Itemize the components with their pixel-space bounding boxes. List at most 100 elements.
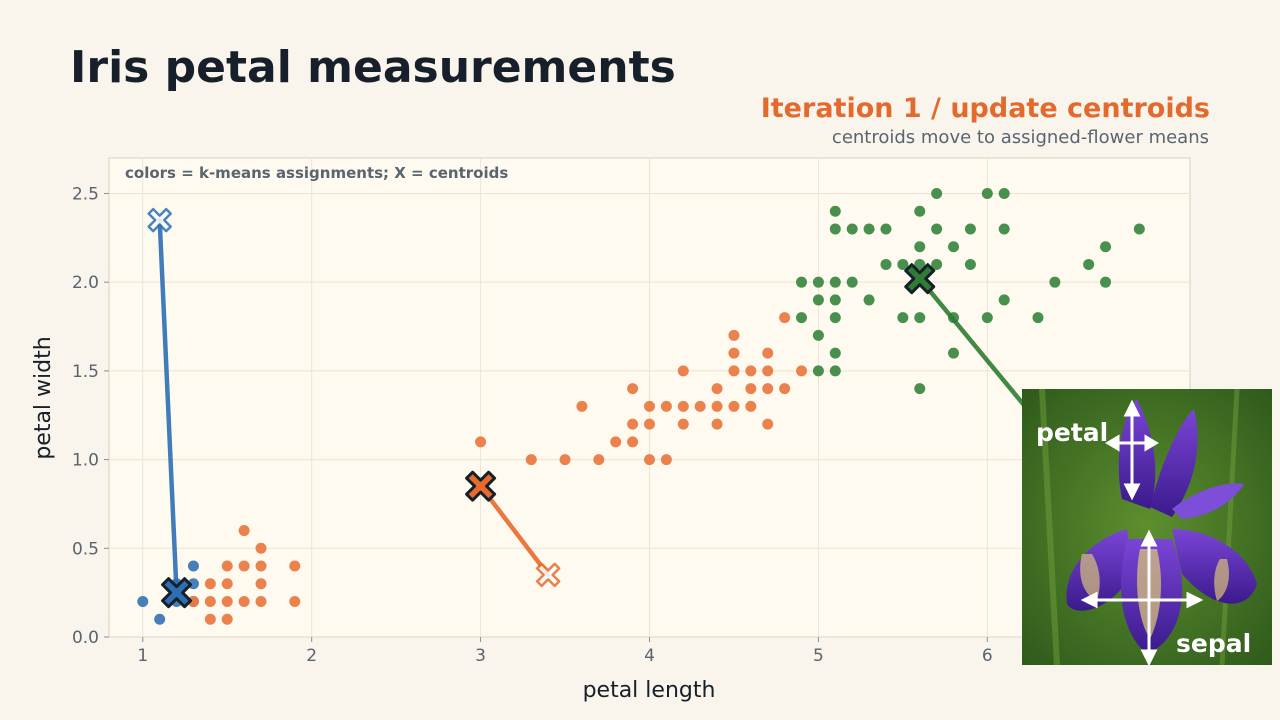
- orange-data-point: [728, 329, 740, 341]
- green-data-point: [829, 223, 841, 235]
- iris-photo-inset: petal sepal: [1022, 389, 1272, 665]
- orange-data-point: [627, 418, 639, 430]
- orange-data-point: [525, 454, 537, 466]
- x-tick-label: 6: [982, 646, 993, 666]
- orange-centroid-move-line: [478, 483, 551, 578]
- blue-data-point: [154, 613, 166, 625]
- green-data-point: [829, 294, 841, 306]
- green-data-point: [897, 258, 909, 270]
- orange-data-point: [610, 436, 622, 448]
- green-data-point: [812, 276, 824, 288]
- orange-data-point: [204, 596, 216, 608]
- green-data-point: [964, 223, 976, 235]
- green-data-point: [829, 347, 841, 359]
- blue-old-centroid-marker: [147, 207, 172, 233]
- green-data-point: [812, 365, 824, 377]
- orange-data-point: [711, 383, 723, 395]
- x-tick-label: 1: [137, 646, 148, 666]
- green-data-point: [796, 312, 808, 324]
- orange-data-point: [677, 400, 689, 412]
- y-tick-label: 1.0: [72, 451, 99, 471]
- orange-data-point: [204, 613, 216, 625]
- new-centroids: [161, 263, 936, 609]
- green-data-point: [948, 241, 960, 253]
- orange-data-point: [238, 525, 250, 537]
- blue-data-point: [137, 596, 149, 608]
- green-data-point: [981, 312, 993, 324]
- orange-data-point: [711, 400, 723, 412]
- green-data-point: [998, 187, 1010, 199]
- green-data-point: [914, 258, 926, 270]
- y-axis-label: petal width: [31, 336, 56, 459]
- orange-data-point: [238, 560, 250, 572]
- blue-data-point: [187, 560, 199, 572]
- orange-data-point: [694, 400, 706, 412]
- blue-centroid-move-line: [157, 217, 179, 595]
- orange-data-point: [779, 312, 791, 324]
- x-tick-label: 5: [813, 646, 824, 666]
- orange-data-point: [204, 578, 216, 590]
- green-data-point: [931, 187, 943, 199]
- x-tick-label: 2: [306, 646, 317, 666]
- orange-data-point: [762, 365, 774, 377]
- orange-data-point: [660, 400, 672, 412]
- green-data-point: [829, 205, 841, 217]
- orange-data-point: [221, 560, 233, 572]
- green-data-point: [948, 347, 960, 359]
- y-tick-label: 0.5: [72, 539, 99, 559]
- orange-data-point: [762, 418, 774, 430]
- green-data-point: [931, 258, 943, 270]
- green-data-point: [1133, 223, 1145, 235]
- green-data-point: [897, 312, 909, 324]
- orange-data-point: [762, 383, 774, 395]
- green-data-point: [914, 383, 926, 395]
- orange-data-point: [593, 454, 605, 466]
- green-data-point: [1083, 258, 1095, 270]
- orange-data-point: [627, 383, 639, 395]
- green-data-point: [796, 276, 808, 288]
- green-data-point: [829, 365, 841, 377]
- chart-annotation: colors = k-means assignments; X = centro…: [125, 164, 508, 182]
- green-data-point: [846, 223, 858, 235]
- orange-data-point: [255, 578, 267, 590]
- orange-data-point: [728, 347, 740, 359]
- orange-data-point: [762, 347, 774, 359]
- blue-new-centroid-marker: [161, 577, 193, 609]
- green-data-point: [1049, 276, 1061, 288]
- orange-data-point: [644, 454, 655, 466]
- orange-data-point: [660, 454, 672, 466]
- orange-data-point: [627, 436, 639, 448]
- orange-data-point: [255, 560, 267, 572]
- orange-data-point: [745, 365, 757, 377]
- grid: [109, 158, 1190, 638]
- green-data-point: [880, 223, 892, 235]
- petal-arrows: [1105, 399, 1159, 501]
- orange-data-point: [711, 418, 723, 430]
- orange-data-point: [745, 383, 757, 395]
- green-data-point: [812, 294, 824, 306]
- green-data-point: [829, 312, 841, 324]
- green-data-point: [829, 276, 841, 288]
- green-data-point: [914, 241, 926, 253]
- green-data-point: [914, 312, 926, 324]
- orange-data-point: [289, 596, 301, 608]
- y-tick-label: 0.0: [72, 628, 99, 648]
- axis-ticks: 1 2 3 4 5 6 0.0 0.5 1.0 1.5 2.0 2.5: [72, 184, 993, 666]
- orange-data-point: [728, 400, 740, 412]
- orange-data-point: [576, 400, 588, 412]
- orange-data-point: [796, 365, 808, 377]
- green-data-point: [914, 205, 926, 217]
- page-title: Iris petal measurements: [70, 42, 676, 93]
- iris-flower-image: petal sepal: [1022, 389, 1272, 665]
- green-data-point: [863, 223, 875, 235]
- green-data-point: [812, 329, 824, 341]
- orange-data-point: [644, 418, 655, 430]
- green-data-point: [964, 258, 976, 270]
- y-tick-label: 1.5: [72, 362, 99, 382]
- orange-old-centroid-marker: [535, 562, 561, 588]
- orange-data-point: [255, 542, 267, 554]
- x-tick-label: 4: [644, 646, 655, 666]
- y-tick-label: 2.0: [72, 273, 99, 293]
- orange-data-point: [559, 454, 571, 466]
